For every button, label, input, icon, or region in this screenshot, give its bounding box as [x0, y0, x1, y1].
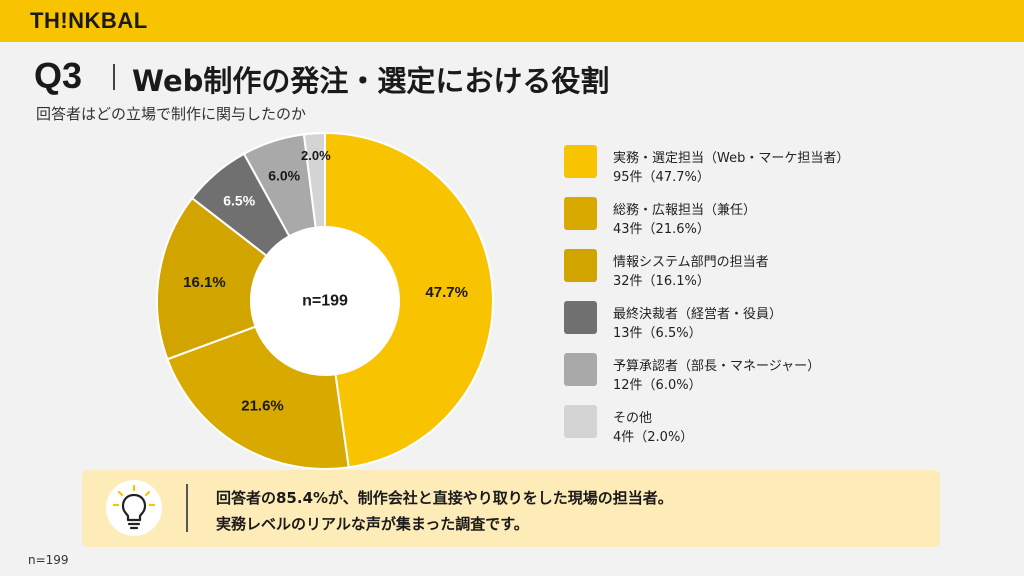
slice-data-label: 47.7%	[425, 284, 468, 301]
legend-item: 最終決裁者（経営者・役員） 13件（6.5%）	[564, 297, 964, 349]
legend-label: 情報システム部門の担当者	[613, 255, 769, 270]
legend-swatch	[564, 353, 597, 386]
footer-note: n=199	[28, 553, 69, 567]
legend-label: その他	[613, 411, 653, 426]
summary-line-2: 実務レベルのリアルな声が集まった調査です。	[216, 515, 529, 533]
legend-count: 13件（6.5%）	[613, 326, 702, 341]
legend-swatch	[564, 249, 597, 282]
donut-chart: 47.7% 21.6% 16.1% 6.5% 6.0%2.0% n=199	[156, 131, 494, 470]
slice-data-label: 16.1%	[183, 274, 226, 291]
slice-data-label: 6.0%	[268, 167, 300, 183]
legend-label: 総務・広報担当（兼任）	[613, 203, 757, 218]
top-bar: TH!NKBAL	[0, 0, 1024, 42]
legend-label: 最終決裁者（経営者・役員）	[613, 307, 783, 322]
legend-count: 43件（21.6%）	[613, 222, 710, 237]
title-divider	[113, 64, 115, 90]
brand-logo: TH!NKBAL	[30, 8, 148, 33]
legend-count: 32件（16.1%）	[613, 274, 710, 289]
legend-count: 4件（2.0%）	[613, 430, 694, 445]
chart-legend: 実務・選定担当（Web・マーケ担当者） 95件（47.7%） 総務・広報担当（兼…	[564, 141, 964, 453]
summary-line-1: 回答者の85.4%が、制作会社と直接やり取りをした現場の担当者。	[216, 489, 673, 507]
legend-item: 予算承認者（部長・マネージャー） 12件（6.0%）	[564, 349, 964, 401]
legend-item: 実務・選定担当（Web・マーケ担当者） 95件（47.7%）	[564, 141, 964, 193]
legend-label: 予算承認者（部長・マネージャー）	[613, 359, 821, 374]
donut-center-label: n=199	[302, 293, 348, 310]
summary-divider	[186, 484, 188, 532]
slice-data-label: 2.0%	[301, 148, 331, 163]
legend-count: 12件（6.0%）	[613, 378, 702, 393]
legend-item: 情報システム部門の担当者 32件（16.1%）	[564, 245, 964, 297]
legend-swatch	[564, 405, 597, 438]
slice-data-label: 21.6%	[241, 397, 284, 414]
legend-item: 総務・広報担当（兼任） 43件（21.6%）	[564, 193, 964, 245]
legend-swatch	[564, 197, 597, 230]
page-title: Web制作の発注・選定における役割	[132, 64, 610, 98]
legend-label: 実務・選定担当（Web・マーケ担当者）	[613, 151, 850, 166]
question-number: Q3	[34, 55, 83, 96]
page-subtitle: 回答者はどの立場で制作に関与したのか	[36, 105, 307, 123]
legend-item: その他 4件（2.0%）	[564, 401, 964, 453]
lightbulb-icon	[106, 480, 162, 536]
legend-swatch	[564, 301, 597, 334]
legend-count: 95件（47.7%）	[613, 170, 710, 185]
legend-swatch	[564, 145, 597, 178]
summary-box: 回答者の85.4%が、制作会社と直接やり取りをした現場の担当者。 実務レベルのリ…	[82, 470, 940, 547]
donut-hole	[251, 227, 399, 375]
slice-data-label: 6.5%	[223, 193, 255, 209]
